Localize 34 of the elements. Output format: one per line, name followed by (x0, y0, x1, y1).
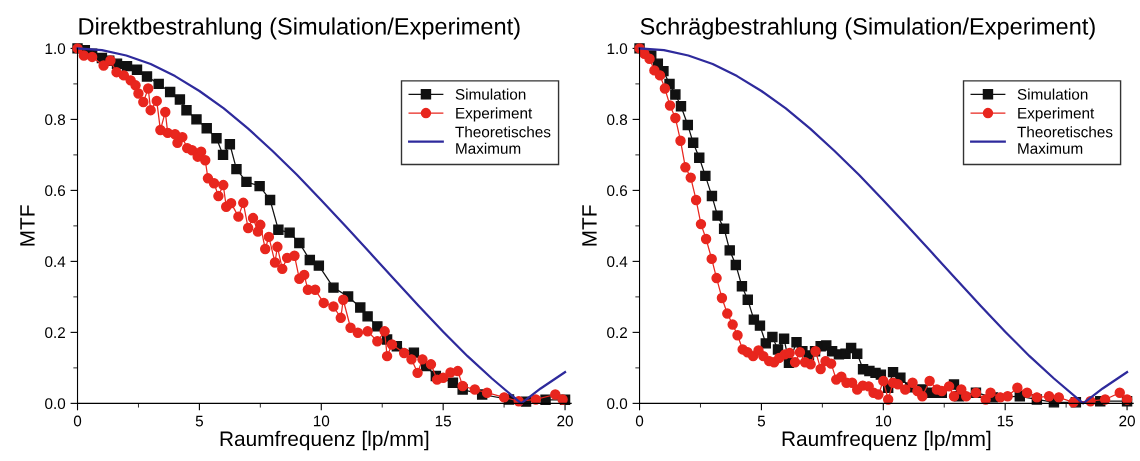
legend-label: Theoretisches Maximum (455, 126, 551, 154)
x-tick-label: 20 (557, 415, 573, 427)
x-tick-label: 0 (73, 415, 82, 427)
y-tick-label: 1.0 (607, 43, 628, 55)
y-tick-label: 0.4 (607, 256, 628, 268)
x-tick-label: 5 (195, 415, 204, 427)
y-tick-label: 0.6 (607, 185, 628, 197)
legend-label: Simulation (455, 88, 526, 100)
x-tick-label: 15 (435, 415, 452, 427)
x-tick-label: 10 (313, 415, 330, 427)
y-tick-label: 0.2 (45, 327, 65, 339)
x-tick-label: 20 (1119, 415, 1135, 427)
y-axis-title: MTF (582, 205, 597, 246)
x-tick-label: 0 (635, 415, 644, 427)
legend-label: Experiment (1018, 107, 1095, 122)
y-tick-label: 0.0 (607, 398, 628, 410)
y-axis-title: MTF (20, 205, 35, 246)
x-axis-title: Raumfrequenz [lp/mm] (782, 430, 991, 451)
x-tick-label: 15 (997, 415, 1014, 427)
y-tick-label: 0.2 (607, 327, 627, 339)
legend-label: Simulation (1017, 88, 1088, 100)
y-tick-label: 0.8 (45, 114, 66, 126)
y-tick-label: 0.6 (45, 185, 66, 197)
y-tick-label: 1.0 (45, 43, 66, 55)
legend-label: Experiment (456, 107, 533, 122)
x-axis-title: Raumfrequenz [lp/mm] (220, 430, 429, 451)
chart-title: Direktbestrahlung (Simulation/Experiment) (79, 17, 520, 40)
y-tick-label: 0.8 (607, 114, 628, 126)
legend-label: Theoretisches Maximum (1017, 126, 1113, 154)
y-tick-label: 0.0 (45, 398, 66, 410)
y-tick-label: 0.4 (45, 256, 66, 268)
x-tick-label: 10 (875, 415, 892, 427)
chart-title: Schrägbestrahlung (Simulation/Experiment) (640, 17, 1095, 40)
x-tick-label: 5 (757, 415, 766, 427)
